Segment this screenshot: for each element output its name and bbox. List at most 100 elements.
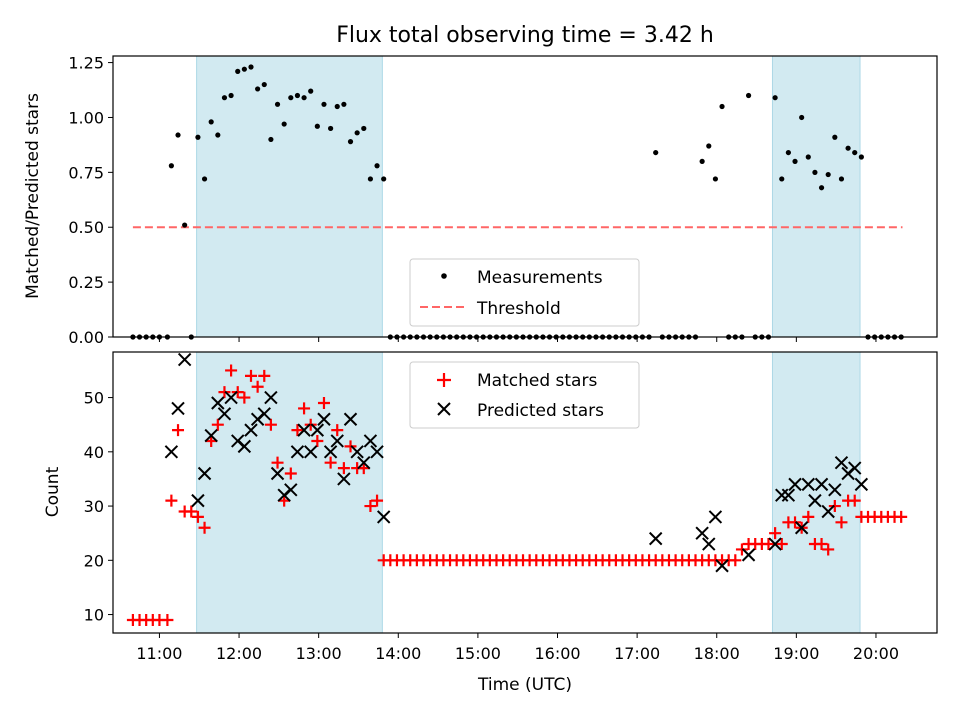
y-axis-label-ratio: Matched/Predicted stars <box>23 93 43 299</box>
point-measurements-110 <box>858 154 864 160</box>
point-measurements-31 <box>334 103 340 110</box>
point-matched-stars-107 <box>835 516 848 529</box>
point-predicted-stars-21 <box>310 423 325 437</box>
point-matched-stars-102 <box>802 510 815 523</box>
point-matched-stars-92 <box>735 543 748 556</box>
axes-frame-count <box>112 351 938 634</box>
panel-ratio: 0.00 0.25 0.50 0.75 1.00 1.25 <box>68 54 938 347</box>
legend-bottom: Matched stars Predicted stars <box>409 361 640 429</box>
y-tick-label-ratio-3: 0.75 <box>68 163 104 182</box>
point-measurements-103 <box>812 169 818 175</box>
point-predicted-stars-3 <box>191 493 205 508</box>
point-matched-stars-14 <box>218 386 231 399</box>
point-measurements-27 <box>308 88 314 94</box>
point-measurements-37 <box>374 163 380 169</box>
point-predicted-stars-51 <box>854 477 869 492</box>
point-measurements-6 <box>168 163 174 169</box>
legend-bottom-frame <box>409 361 640 429</box>
axes-frame-ratio <box>112 55 938 338</box>
point-matched-stars-27 <box>304 418 317 431</box>
point-predicted-stars-40 <box>781 488 796 502</box>
point-measurements-8 <box>182 222 188 228</box>
point-predicted-stars-20 <box>303 445 318 459</box>
y-tick-label-ratio-1: 0.25 <box>68 273 104 292</box>
point-measurements-79 <box>653 149 659 156</box>
point-matched-stars-23 <box>278 494 291 507</box>
point-measurements-106 <box>832 134 838 140</box>
point-measurements-97 <box>772 95 778 101</box>
point-predicted-stars-35 <box>708 510 723 524</box>
point-matched-stars-29 <box>317 396 330 409</box>
point-measurements-107 <box>838 176 845 182</box>
y-tick-label-count-1: 20 <box>84 551 104 570</box>
point-predicted-stars-6 <box>211 396 225 410</box>
point-measurements-38 <box>381 176 387 182</box>
y-axis-label-count: Count <box>43 466 63 517</box>
legend-threshold-label: Threshold <box>476 299 561 319</box>
point-matched-stars-100 <box>789 516 802 529</box>
point-measurements-35 <box>361 125 367 132</box>
point-predicted-stars-48 <box>834 455 849 470</box>
point-predicted-stars-38 <box>768 537 782 551</box>
point-predicted-stars-18 <box>290 445 305 459</box>
point-measurements-14 <box>221 95 228 101</box>
shaded-span-ratio-1 <box>771 55 861 338</box>
legend-top-frame <box>409 258 640 327</box>
point-matched-stars-18 <box>244 369 257 382</box>
point-matched-stars-17 <box>238 391 251 404</box>
point-matched-stars-11 <box>198 521 211 534</box>
y-tick-label-count-0: 10 <box>84 606 104 625</box>
point-matched-stars-10 <box>191 510 204 523</box>
point-matched-stars-106 <box>828 500 841 513</box>
point-measurements-21 <box>268 136 274 143</box>
point-matched-stars-24 <box>284 467 297 480</box>
point-predicted-stars-5 <box>204 428 218 443</box>
x-tick-label-9: 20:00 <box>853 644 899 663</box>
point-matched-stars-9 <box>185 505 198 518</box>
point-measurements-105 <box>825 171 831 178</box>
point-predicted-stars-33 <box>695 526 709 540</box>
point-matched-stars-35 <box>357 462 370 475</box>
point-measurements-18 <box>248 64 254 70</box>
point-predicted-stars-17 <box>284 483 298 497</box>
legend-predicted-label: Predicted stars <box>477 401 604 421</box>
point-matched-stars-104 <box>815 538 828 551</box>
point-measurements-10 <box>195 134 201 140</box>
point-measurements-7 <box>175 132 181 138</box>
x-tick-label-2: 13:00 <box>296 644 342 663</box>
point-matched-stars-25 <box>291 424 304 437</box>
point-measurements-36 <box>367 176 374 182</box>
point-matched-stars-6 <box>165 494 178 507</box>
point-matched-stars-96 <box>762 538 775 551</box>
point-measurements-28 <box>314 123 320 129</box>
y-tick-label-ratio-2: 0.50 <box>68 218 104 237</box>
point-measurements-93 <box>745 92 752 99</box>
point-matched-stars-20 <box>258 369 271 382</box>
point-predicted-stars-13 <box>257 407 271 421</box>
point-measurements-108 <box>845 145 851 151</box>
shaded-span-ratio-0 <box>196 55 383 338</box>
point-matched-stars-31 <box>331 424 344 437</box>
x-tick-label-3: 14:00 <box>375 644 421 663</box>
point-predicted-stars-2 <box>177 352 192 367</box>
legend-top: Measurements Threshold <box>409 258 640 327</box>
point-measurements-101 <box>799 114 805 121</box>
point-predicted-stars-43 <box>801 477 815 492</box>
panel-counts: 10 20 30 40 50 11:00 12:00 13:00 14:00 15:00 16:00… <box>84 351 938 663</box>
point-measurements-33 <box>347 139 354 145</box>
point-matched-stars-28 <box>311 434 324 447</box>
point-matched-stars-98 <box>775 538 788 551</box>
point-predicted-stars-24 <box>330 434 344 448</box>
x-tick-label-4: 15:00 <box>455 644 501 663</box>
point-predicted-stars-30 <box>370 445 384 459</box>
point-predicted-stars-25 <box>337 472 351 486</box>
x-tick-label-6: 17:00 <box>614 644 660 663</box>
point-measurements-98 <box>779 176 785 182</box>
point-predicted-stars-45 <box>814 477 829 492</box>
point-measurements-19 <box>255 86 261 92</box>
point-measurements-104 <box>818 185 825 191</box>
point-measurements-109 <box>852 149 858 156</box>
x-tick-label-0: 11:00 <box>136 644 182 663</box>
point-measurements-17 <box>241 66 247 72</box>
